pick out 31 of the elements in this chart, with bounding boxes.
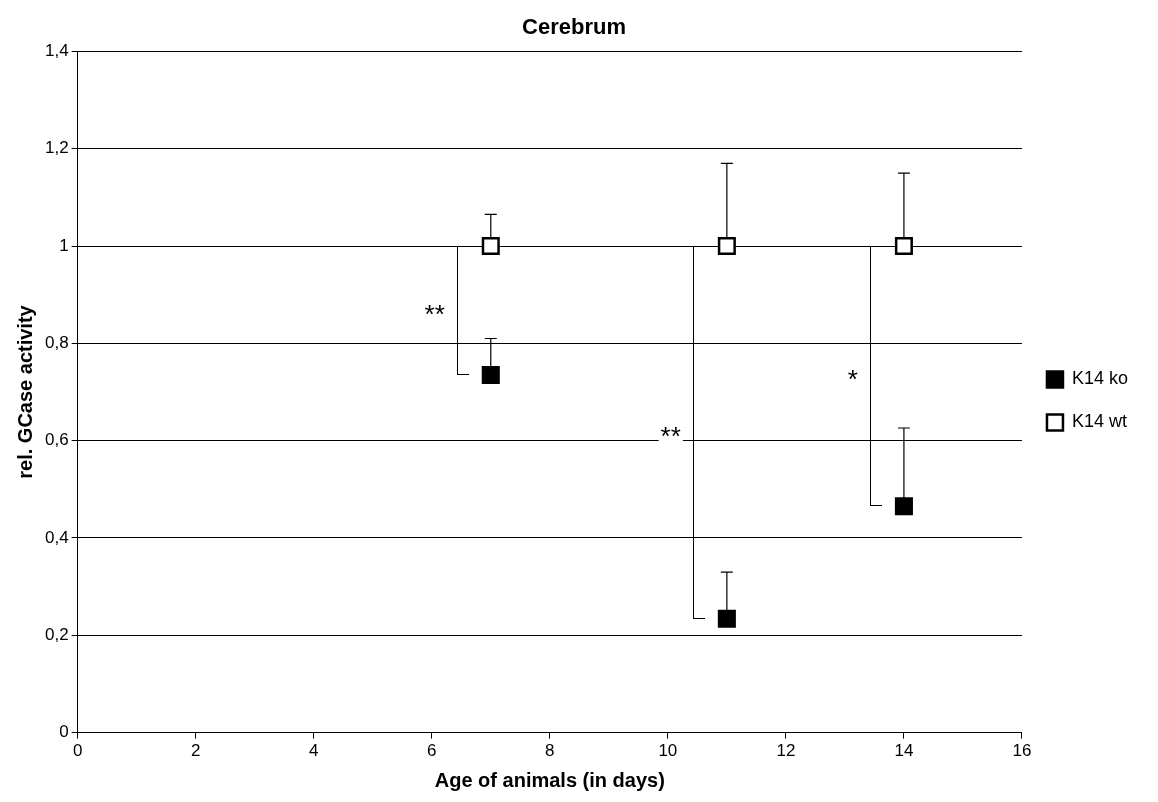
y-tick-label: 0,8: [44, 333, 69, 353]
y-tick-label: 0,4: [44, 527, 69, 547]
point: [894, 237, 913, 256]
x-tick-label: 10: [658, 741, 678, 761]
annotation: **: [660, 420, 681, 451]
y-tick-label: 1: [59, 235, 69, 255]
point: [894, 497, 913, 516]
x-tick-label: 4: [308, 741, 319, 761]
x-tick-label: 2: [190, 741, 201, 761]
x-tick-label: 6: [427, 741, 437, 761]
point: [717, 237, 736, 256]
point: [717, 609, 736, 628]
y-tick-label: 1,2: [44, 138, 69, 158]
annotation: **: [424, 298, 445, 329]
x-tick-label: 14: [894, 741, 914, 761]
legend-label: K14 ko: [1071, 368, 1129, 389]
point: [481, 237, 500, 256]
y-axis-title: rel. GCase activity: [13, 304, 36, 479]
x-tick-label: 16: [1012, 741, 1032, 761]
x-tick-label: 12: [776, 741, 796, 761]
x-axis-title: Age of animals (in days): [434, 768, 665, 791]
point: [481, 365, 500, 384]
x-tick-label: 8: [545, 741, 555, 761]
x-tick-label: 0: [72, 741, 83, 761]
legend-label: K14 wt: [1071, 411, 1127, 432]
y-tick-label: 0: [59, 722, 69, 742]
y-tick-label: 0,6: [44, 430, 69, 450]
annotation: *: [847, 364, 858, 395]
y-tick-label: 0,2: [44, 624, 69, 644]
y-tick-label: 1,4: [44, 41, 69, 61]
chart-title: Cerebrum: [522, 14, 626, 40]
